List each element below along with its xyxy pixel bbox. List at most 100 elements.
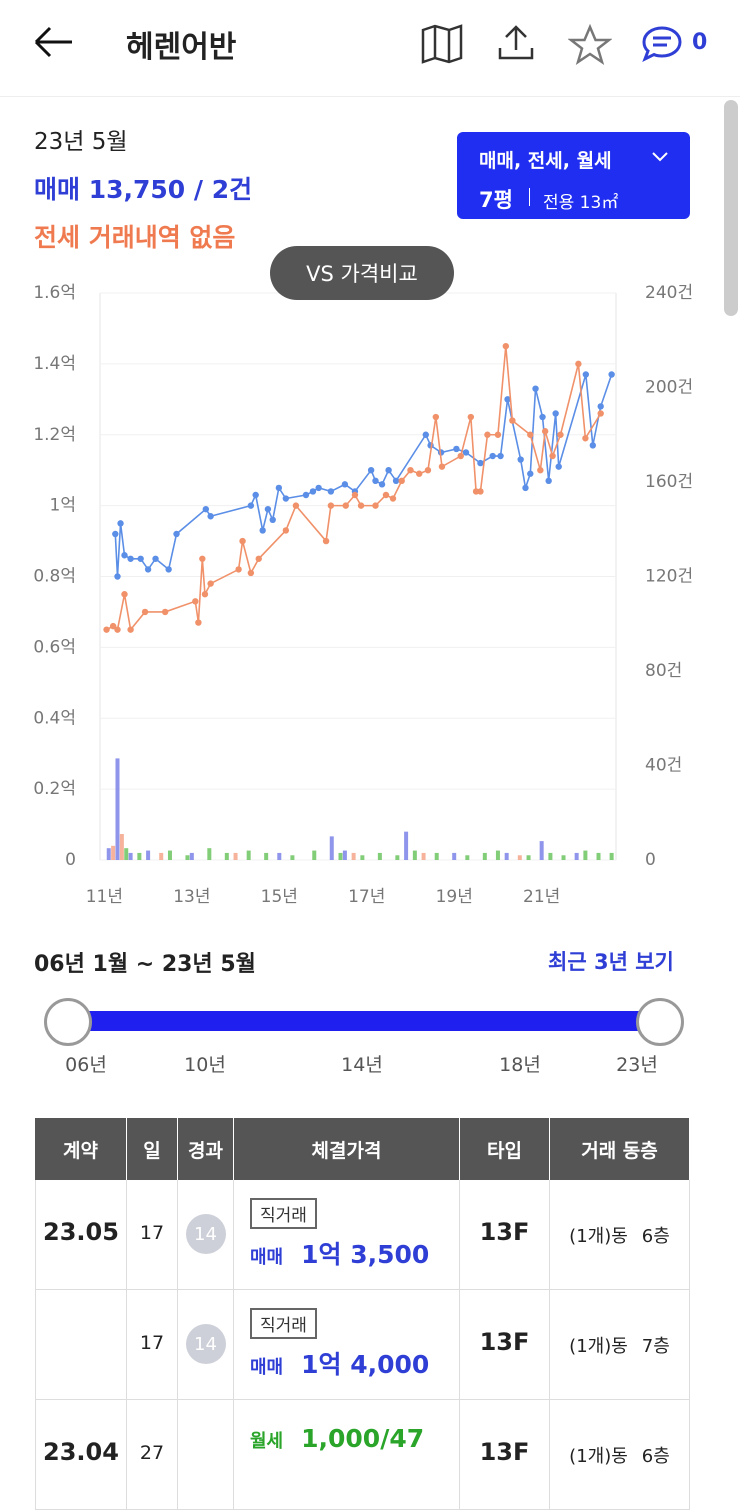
page: 헤렌어반 0 23년 5월 매매 13,750 / 2건 전세 거래내역 없음 … [0,22,740,1510]
price-point [398,477,405,485]
y2-tick-label: 200건 [645,378,693,398]
price-point [255,555,262,562]
share-icon[interactable] [496,24,536,64]
price-point [392,477,400,485]
volume-bar [185,855,190,860]
filter-button[interactable]: 매매, 전세, 월세 7평 전용 13㎡ [457,132,690,219]
price-point [367,466,375,474]
price-point [472,488,480,495]
volume-bar [264,852,269,860]
y-tick-label: 1.2억 [33,425,76,445]
price-point [575,360,582,368]
elapsed-badge: 14 [185,1324,226,1364]
favorite-icon[interactable] [568,24,612,66]
volume-bar [312,850,317,860]
price-point [372,502,379,509]
price-point [342,502,349,509]
price-value: 1억 3,500 [301,1240,430,1269]
price-point [504,396,511,403]
price-point [407,466,414,474]
price-point [416,470,423,477]
table-cell [178,1400,234,1510]
lease-summary: 전세 거래내역 없음 [34,223,236,252]
tag: 직거래 [250,1198,317,1229]
slider-handle[interactable] [636,998,684,1046]
comment-count[interactable]: 0 [692,30,708,55]
price-point [532,385,539,392]
table-header: 체결가격 [234,1118,460,1180]
volume-bar [128,852,133,860]
map-icon[interactable] [420,24,464,64]
price-point [378,481,386,488]
volume-bar [495,850,500,860]
back-button[interactable] [30,22,76,62]
price-line [106,346,602,632]
price-point [597,403,604,410]
price-point [114,626,121,633]
volume-bar [233,852,238,860]
price-point [557,431,564,438]
comment-icon[interactable] [642,26,686,64]
volume-bar [596,852,601,860]
volume-bar [167,850,172,860]
volume-bar [465,855,470,860]
table-header: 경과 [178,1118,234,1180]
price-point [269,516,276,523]
y2-tick-label: 0 [645,850,656,870]
chevron [652,152,668,162]
title: 헤렌어반 [126,30,237,65]
range-tick: 18년 [499,1054,541,1076]
recent-button[interactable]: 최근 3년 보기 [548,950,674,974]
area: 전용 13㎡ [543,193,619,213]
table-cell: 23.04 [35,1400,127,1510]
table-cell: 월세 1,000/47 [234,1400,460,1510]
price-point [582,371,590,378]
table-header: 일 [127,1118,178,1180]
y-tick-label: 0.8억 [33,567,76,587]
price-point [327,488,335,495]
x-tick-label: 13년 [173,887,210,907]
x-tick-label: 17년 [348,887,385,907]
price-point [309,488,317,495]
price-point [522,484,529,492]
volume-bar [277,852,282,860]
volume-bar [124,848,129,860]
table-cell [35,1290,127,1400]
volume-bar [404,831,409,860]
price-point [195,619,202,626]
filter-label: 매매, 전세, 월세 [479,150,612,172]
volume-bar [115,758,120,860]
price-point [438,463,446,470]
slider-handle[interactable] [44,998,92,1046]
kind: 매매 [250,1247,284,1268]
price-point [282,527,290,534]
price-point [327,502,335,509]
price-point [549,452,556,460]
volume-bar [583,850,588,860]
price-point [292,502,300,509]
volume-bar [119,834,124,860]
price-point [264,505,272,513]
price-point [537,466,544,474]
volume-bar [421,852,426,860]
table-cell: 17 [127,1180,178,1290]
price-point [477,488,484,495]
price-point [117,520,124,527]
compare-button[interactable]: VS 가격비교 [270,246,454,300]
y2-tick-label: 240건 [645,283,693,303]
price-point [341,481,349,488]
table-cell: 직거래 매매 1억 4,000 [234,1290,460,1400]
price-point [539,413,546,421]
price: 매매 1억 4,000 [250,1345,429,1381]
volume-bar [574,852,579,860]
floor: 6층 [641,1446,670,1467]
volume-bar [412,850,417,860]
price-point [509,417,516,424]
price-point [121,552,128,559]
table-cell: 27 [127,1400,178,1510]
price-point [141,608,149,616]
dong: (1개)동 [569,1446,628,1467]
price-point [389,495,397,502]
y-tick-label: 1억 [50,496,76,516]
volume-bar [329,836,334,860]
